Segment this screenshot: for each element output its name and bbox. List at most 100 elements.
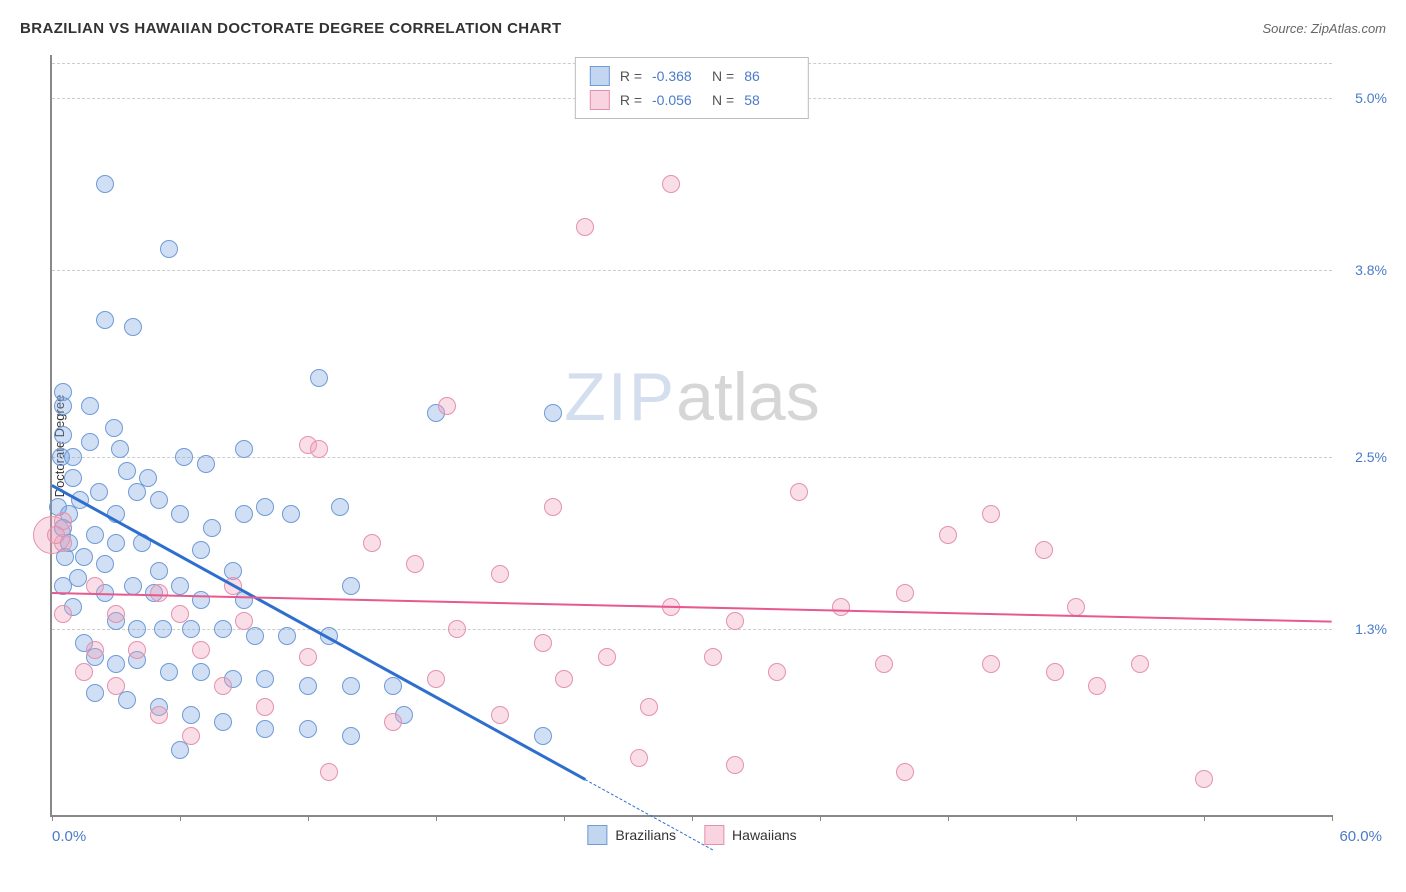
watermark: ZIPatlas (564, 358, 819, 436)
scatter-point (235, 505, 253, 523)
scatter-point (256, 498, 274, 516)
scatter-point (54, 383, 72, 401)
scatter-point (81, 433, 99, 451)
r-hawaiians: -0.056 (652, 92, 702, 108)
scatter-point (192, 591, 210, 609)
scatter-point (107, 534, 125, 552)
scatter-point (491, 706, 509, 724)
scatter-point (310, 369, 328, 387)
scatter-point (896, 584, 914, 602)
scatter-point (939, 526, 957, 544)
scatter-point (150, 491, 168, 509)
scatter-point (96, 555, 114, 573)
scatter-point (182, 727, 200, 745)
scatter-point (54, 605, 72, 623)
scatter-point (197, 455, 215, 473)
scatter-point (982, 655, 1000, 673)
scatter-point (726, 756, 744, 774)
watermark-zip: ZIP (564, 359, 676, 435)
scatter-point (86, 641, 104, 659)
x-tick (308, 815, 309, 821)
y-tick-label: 2.5% (1355, 449, 1387, 465)
legend-item-brazilians: Brazilians (587, 825, 676, 845)
y-tick-label: 3.8% (1355, 262, 1387, 278)
scatter-point (124, 577, 142, 595)
scatter-point (544, 404, 562, 422)
scatter-point (438, 397, 456, 415)
x-axis-min: 0.0% (52, 828, 86, 845)
source-label: Source: ZipAtlas.com (1262, 21, 1386, 36)
scatter-point (96, 311, 114, 329)
scatter-point (128, 620, 146, 638)
scatter-point (1131, 655, 1149, 673)
scatter-point (203, 519, 221, 537)
scatter-point (182, 620, 200, 638)
scatter-point (118, 691, 136, 709)
legend-label-hawaiians: Hawaiians (732, 827, 797, 843)
scatter-point (118, 462, 136, 480)
scatter-point (107, 605, 125, 623)
y-tick-label: 1.3% (1355, 621, 1387, 637)
scatter-point (139, 469, 157, 487)
scatter-point (282, 505, 300, 523)
scatter-point (896, 763, 914, 781)
x-tick (692, 815, 693, 821)
legend-swatch-brazilians (587, 825, 607, 845)
x-tick (1076, 815, 1077, 821)
scatter-point (107, 655, 125, 673)
scatter-point (427, 670, 445, 688)
scatter-point (64, 469, 82, 487)
scatter-point (235, 612, 253, 630)
scatter-point (86, 684, 104, 702)
chart-title: BRAZILIAN VS HAWAIIAN DOCTORATE DEGREE C… (20, 20, 562, 37)
x-tick (564, 815, 565, 821)
scatter-point (704, 648, 722, 666)
scatter-point (96, 175, 114, 193)
x-tick (1204, 815, 1205, 821)
correlation-box: R = -0.368 N = 86 R = -0.056 N = 58 (575, 57, 809, 119)
scatter-chart: ZIPatlas R = -0.368 N = 86 R = -0.056 N … (50, 55, 1332, 817)
scatter-point (363, 534, 381, 552)
scatter-point (81, 397, 99, 415)
scatter-point (214, 677, 232, 695)
gridline (52, 270, 1332, 271)
scatter-point (111, 440, 129, 458)
scatter-point (86, 526, 104, 544)
scatter-point (384, 713, 402, 731)
scatter-point (1195, 770, 1213, 788)
scatter-point (171, 505, 189, 523)
scatter-point (256, 698, 274, 716)
scatter-point (299, 677, 317, 695)
corr-row-hawaiians: R = -0.056 N = 58 (590, 88, 794, 112)
legend-label-brazilians: Brazilians (615, 827, 676, 843)
watermark-atlas: atlas (676, 359, 820, 435)
scatter-point (256, 670, 274, 688)
r-brazilians: -0.368 (652, 68, 702, 84)
scatter-point (154, 620, 172, 638)
legend-item-hawaiians: Hawaiians (704, 825, 797, 845)
scatter-point (320, 763, 338, 781)
scatter-point (630, 749, 648, 767)
scatter-point (555, 670, 573, 688)
scatter-point (150, 562, 168, 580)
scatter-point (192, 641, 210, 659)
x-tick (52, 815, 53, 821)
scatter-point (69, 569, 87, 587)
swatch-hawaiians (590, 90, 610, 110)
scatter-point (406, 555, 424, 573)
legend-swatch-hawaiians (704, 825, 724, 845)
scatter-point (342, 577, 360, 595)
x-tick (820, 815, 821, 821)
scatter-point (534, 634, 552, 652)
bottom-legend: Brazilians Hawaiians (587, 825, 796, 845)
scatter-point (726, 612, 744, 630)
scatter-point (192, 541, 210, 559)
scatter-point (342, 677, 360, 695)
scatter-point (75, 663, 93, 681)
scatter-point (384, 677, 402, 695)
scatter-point (875, 655, 893, 673)
scatter-point (576, 218, 594, 236)
scatter-point (1088, 677, 1106, 695)
corr-row-brazilians: R = -0.368 N = 86 (590, 64, 794, 88)
scatter-point (128, 641, 146, 659)
